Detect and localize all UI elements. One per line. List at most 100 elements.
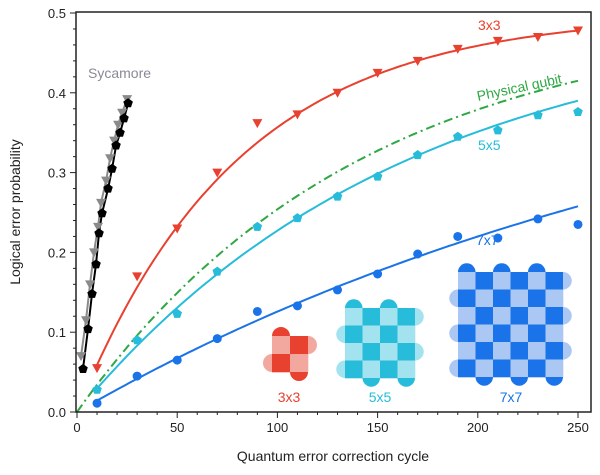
data-point-7x7	[292, 301, 302, 311]
inset-plaquette	[545, 342, 564, 360]
inset-plaquette	[493, 324, 511, 343]
inset-boundary	[563, 307, 572, 325]
x-tick-label: 150	[367, 420, 389, 435]
data-point-5x5	[372, 171, 383, 181]
inset-plaquette	[510, 289, 529, 308]
data-point-5x5	[533, 110, 543, 120]
data-point-sycamore-alt-	[105, 154, 116, 164]
inset-plaquette	[362, 325, 381, 344]
data-point-sycamore-alt-	[117, 108, 128, 118]
inset-plaquette	[458, 324, 476, 343]
data-point-5x5	[573, 107, 583, 116]
data-point-3x3	[573, 26, 583, 36]
inset-boundary	[510, 377, 528, 386]
data-point-7x7	[172, 355, 182, 365]
data-point-5x5	[212, 266, 222, 276]
x-tick-label: 0	[73, 420, 80, 435]
inset-plaquette	[345, 325, 363, 344]
inset-plaquette	[345, 360, 363, 379]
data-point-3x3	[212, 168, 223, 178]
inset-plaquette	[545, 289, 564, 308]
inset-plaquette	[272, 354, 291, 373]
inset-plaquette	[475, 272, 494, 290]
inset-boundary	[449, 359, 458, 377]
data-point-7x7	[533, 214, 543, 224]
inset-7x7	[449, 263, 572, 386]
data-point-3x3	[252, 119, 263, 129]
inset-boundary	[336, 325, 345, 343]
inset-plaquette	[545, 307, 564, 325]
axis-ticks: 0 50 100 150 200 250 0.0 0.1 0.2 0.3 0.4 0.5	[48, 6, 589, 435]
inset-boundary	[380, 299, 398, 308]
series-label-physical-qubit: Physical qubit	[475, 70, 563, 104]
inset-plaquette	[545, 272, 564, 290]
inset-label-3x3: 3x3	[278, 389, 301, 405]
inset-plaquette	[397, 360, 416, 379]
data-point-5x5	[132, 335, 142, 345]
data-point-3x3	[292, 110, 303, 120]
data-point-3x3	[172, 224, 183, 234]
inset-plaquette	[510, 359, 529, 378]
series-label-7x7: 7x7	[476, 232, 499, 248]
inset-boundary	[449, 324, 458, 342]
data-point-5x5	[412, 150, 423, 160]
data-point-5x5	[453, 131, 463, 141]
inset-boundary	[528, 263, 546, 272]
inset-plaquette	[290, 336, 309, 355]
inset-boundary	[415, 343, 424, 361]
series-label-5x5: 5x5	[478, 137, 501, 153]
inset-plaquette	[345, 343, 363, 361]
data-point-3x3	[532, 32, 543, 42]
data-point-5x5	[252, 221, 263, 231]
inset-plaquette	[475, 307, 494, 325]
data-point-7x7	[413, 249, 423, 259]
inset-plaquette	[545, 324, 564, 343]
x-axis-label: Quantum error correction cycle	[237, 448, 429, 464]
data-point-3x3	[132, 272, 143, 282]
inset-plaquette	[475, 359, 494, 378]
inset-plaquette	[397, 325, 416, 344]
inset-plaquette	[290, 354, 309, 373]
inset-plaquette	[493, 359, 511, 378]
inset-boundary	[290, 372, 308, 381]
inset-plaquette	[493, 307, 511, 325]
data-point-sycamore-alt-	[81, 316, 92, 326]
inset-plaquette	[362, 360, 381, 379]
data-point-7x7	[373, 269, 383, 279]
x-tick-label: 100	[267, 420, 289, 435]
x-tick-label: 200	[467, 420, 489, 435]
inset-plaquette	[475, 324, 494, 343]
data-point-3x3	[332, 88, 343, 98]
data-point-7x7	[453, 231, 463, 241]
inset-plaquette	[458, 342, 476, 360]
data-point-3x3	[412, 56, 423, 66]
inset-plaquette	[458, 307, 476, 325]
data-point-sycamore	[78, 363, 88, 373]
inset-boundary	[336, 360, 345, 378]
data-point-sycamore-alt-	[85, 280, 96, 290]
inset-plaquette	[510, 307, 529, 325]
data-point-3x3	[372, 68, 383, 78]
inset-boundary	[263, 354, 272, 372]
data-point-sycamore	[87, 288, 97, 298]
inset-plaquette	[475, 342, 494, 360]
inset-plaquette	[362, 308, 381, 326]
data-point-sycamore	[103, 183, 113, 193]
data-point-5x5	[292, 213, 303, 223]
inset-plaquette	[380, 308, 398, 326]
inset-plaquette	[545, 359, 564, 378]
data-point-5x5	[172, 308, 182, 318]
series-label-sycamore: Sycamore	[88, 65, 151, 81]
y-tick-label: 0.2	[48, 245, 66, 260]
inset-plaquette	[510, 324, 529, 343]
data-point-sycamore-alt-	[93, 222, 104, 232]
inset-boundary	[458, 263, 476, 272]
inset-plaquette	[528, 342, 546, 360]
y-tick-label: 0.1	[48, 325, 66, 340]
data-point-sycamore	[91, 259, 101, 269]
data-point-sycamore	[97, 208, 107, 218]
data-point-7x7	[333, 285, 343, 295]
data-point-sycamore	[83, 324, 93, 334]
data-point-7x7	[212, 334, 222, 344]
